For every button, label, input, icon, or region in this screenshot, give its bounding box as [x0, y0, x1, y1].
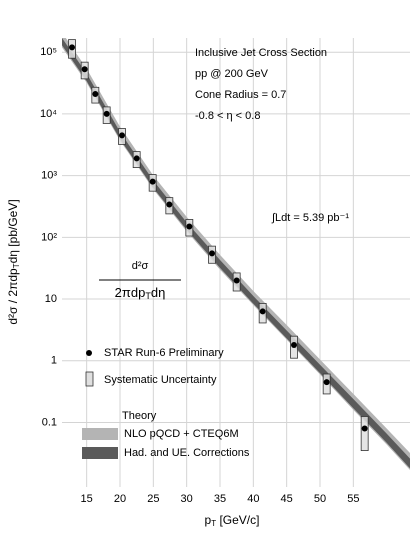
formula-denominator: 2πdpTdη [115, 285, 166, 301]
legend-marker [86, 350, 92, 356]
y-axis-label: d²σ / 2πdpTdη [pb/GeV] [6, 199, 21, 324]
data-point [69, 44, 75, 51]
legend-title: Theory [122, 410, 157, 422]
y-tick-label: 10 [45, 293, 57, 305]
legend-label: Had. and UE. Corrections [124, 447, 250, 459]
x-tick-label: 40 [247, 493, 259, 505]
data-point [103, 110, 110, 117]
label-part: [GeV/c] [216, 513, 259, 527]
data-point [361, 425, 368, 432]
chart-title: Inclusive Jet Cross Section [195, 47, 327, 59]
x-tick-label: 20 [114, 493, 126, 505]
y-tick-label: 1 [51, 355, 57, 367]
data-point [133, 155, 140, 162]
systematic-box [360, 416, 369, 452]
theory-band [62, 38, 410, 469]
data-point [149, 178, 156, 185]
data-point [291, 342, 297, 349]
data-point [323, 379, 330, 386]
label-part: dη [pb/GeV] [6, 199, 20, 263]
legend-label: NLO pQCD + CTEQ6M [124, 428, 239, 440]
data-point [209, 250, 215, 257]
label-part: p [205, 513, 212, 527]
y-tick-label: 10⁵ [40, 46, 57, 58]
data-point [119, 132, 125, 139]
x-tick-label: 45 [281, 493, 293, 505]
x-tick-label: 15 [81, 493, 93, 505]
annotation: -0.8 < η < 0.8 [195, 110, 260, 122]
x-tick-label: 25 [147, 493, 159, 505]
data-point [259, 308, 266, 315]
data-point [81, 66, 88, 73]
y-tick-label: 0.1 [42, 416, 57, 428]
label-part: d²σ / 2πdp [6, 268, 20, 325]
y-tick-label: 10⁴ [40, 108, 57, 120]
x-tick-label: 50 [314, 493, 326, 505]
luminosity: ∫Ldt = 5.39 pb⁻¹ [271, 212, 349, 224]
x-tick-label: 55 [347, 493, 359, 505]
y-tick-label: 10² [41, 231, 57, 243]
legend-marker [85, 371, 94, 387]
data-point [186, 223, 193, 230]
formula-part: 2πdp [115, 285, 146, 300]
data-point [166, 201, 173, 208]
legend-swatch [82, 447, 118, 459]
annotation: pp @ 200 GeV [195, 68, 269, 80]
formula-numerator: d²σ [132, 260, 149, 272]
x-tick-label: 30 [181, 493, 193, 505]
legend-swatch [82, 428, 118, 440]
formula-part: dη [151, 285, 165, 300]
legend-label: STAR Run-6 Preliminary [104, 347, 224, 359]
annotation: Cone Radius = 0.7 [195, 89, 286, 101]
data-point [233, 277, 240, 284]
data-point [92, 91, 99, 98]
formula-part: T [145, 291, 151, 301]
label-part: T [211, 519, 216, 528]
x-axis-label: pT [GeV/c] [205, 513, 260, 528]
label-part: T [12, 263, 21, 268]
y-tick-label: 10³ [41, 170, 57, 182]
legend-label: Systematic Uncertainty [104, 374, 217, 386]
x-tick-label: 35 [214, 493, 226, 505]
